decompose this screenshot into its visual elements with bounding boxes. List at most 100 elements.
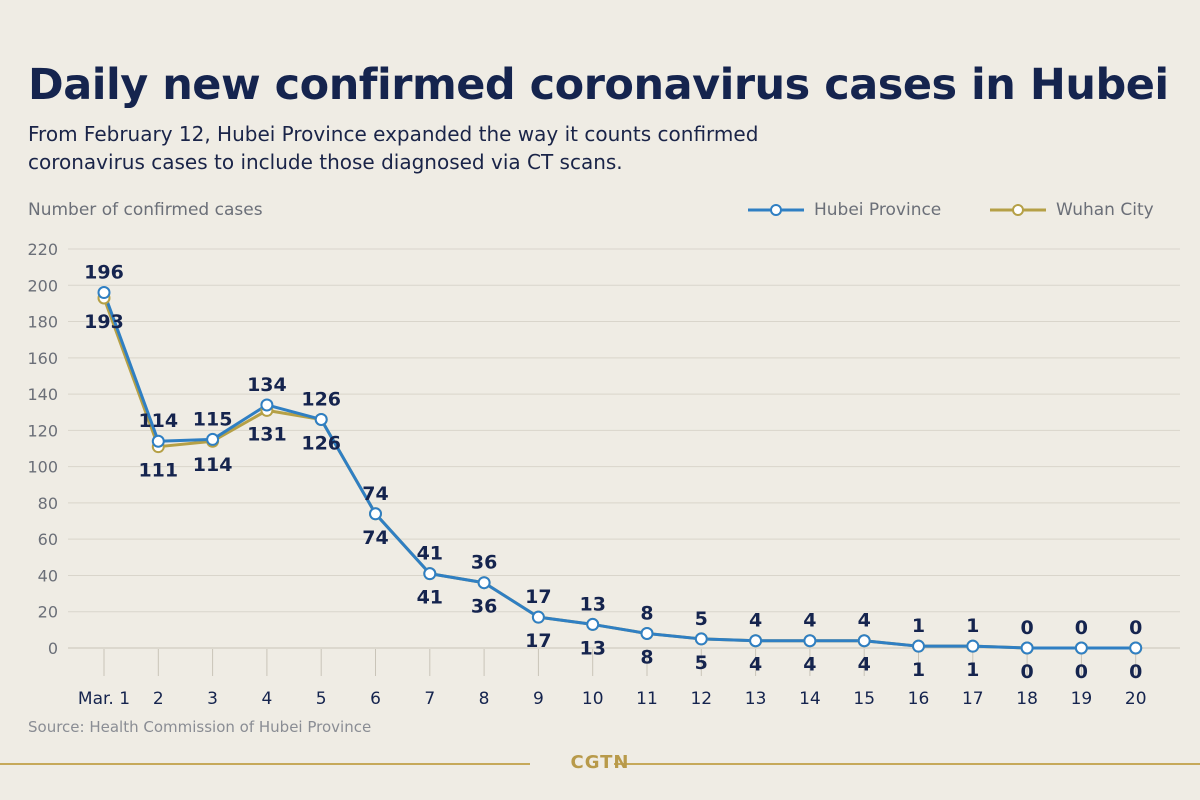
chart-subtitle: From February 12, Hubei Province expande… xyxy=(28,120,928,176)
hubei-data-label: 115 xyxy=(193,408,233,430)
x-tick-label: 14 xyxy=(799,689,821,709)
hubei-line xyxy=(102,292,1136,650)
hubei-point xyxy=(1020,641,1034,655)
hubei-point xyxy=(206,432,220,446)
hubei-point xyxy=(640,626,654,640)
hubei-point xyxy=(803,634,817,648)
y-tick-label: 40 xyxy=(38,566,58,585)
hubei-point xyxy=(749,634,763,648)
hubei-point xyxy=(423,567,437,581)
wuhan-data-label: 0 xyxy=(1129,661,1142,683)
hubei-data-label: 0 xyxy=(1129,617,1142,639)
wuhan-data-label: 17 xyxy=(525,630,551,652)
wuhan-line xyxy=(102,297,1136,650)
x-tick-label: 7 xyxy=(424,689,435,709)
y-tick-label: 0 xyxy=(48,639,58,658)
y-tick-label: 220 xyxy=(27,240,58,259)
hubei-data-label: 17 xyxy=(525,586,551,608)
wuhan-data-label: 36 xyxy=(471,596,497,618)
wuhan-data-label: 4 xyxy=(749,654,762,676)
hubei-data-label: 1 xyxy=(912,615,925,637)
x-tick-label: 12 xyxy=(690,689,712,709)
hubei-data-label: 36 xyxy=(471,552,497,574)
wuhan-data-label: 13 xyxy=(579,637,605,659)
wuhan-data-label: 193 xyxy=(84,311,124,333)
series-lines xyxy=(102,292,1136,650)
wuhan-data-label: 4 xyxy=(803,654,816,676)
x-tick-label: 9 xyxy=(533,689,544,709)
brand-rule-left xyxy=(0,763,530,765)
hubei-data-label: 0 xyxy=(1075,617,1088,639)
wuhan-data-label: 1 xyxy=(966,659,979,681)
hubei-data-label: 5 xyxy=(695,608,708,630)
wuhan-data-label: 111 xyxy=(138,460,178,482)
x-tick-labels: Mar. 1 2 3 4 5 6 7 8 9 10 11 12 13 14 15 16 17 18 19 20 xyxy=(78,689,1147,709)
x-tick-label: 5 xyxy=(316,689,327,709)
legend-item-hubei: Hubei Province xyxy=(748,200,941,220)
hubei-point xyxy=(531,610,545,624)
hubei-point xyxy=(369,507,382,521)
series-points xyxy=(97,286,1143,655)
hubei-data-label: 4 xyxy=(858,610,871,632)
hubei-point xyxy=(97,286,111,300)
wuhan-data-label: 126 xyxy=(301,432,341,454)
hubei-point xyxy=(912,639,925,653)
legend-item-wuhan: Wuhan City xyxy=(990,200,1154,220)
hubei-point xyxy=(586,617,600,631)
subtitle-line-1: From February 12, Hubei Province expande… xyxy=(28,122,759,146)
x-tick-label: 3 xyxy=(207,689,218,709)
wuhan-data-label: 0 xyxy=(1075,661,1088,683)
legend-wuhan-label: Wuhan City xyxy=(1056,200,1154,220)
y-tick-labels: 0 20 40 60 80 100 120 140 160 180 200 220 xyxy=(27,240,58,658)
y-tick-label: 20 xyxy=(38,603,58,622)
y-tick-label: 120 xyxy=(27,421,58,440)
hubei-data-label: 8 xyxy=(640,602,653,624)
x-tick-label: 11 xyxy=(636,689,658,709)
x-tick-label: 18 xyxy=(1016,689,1038,709)
y-tick-label: 160 xyxy=(27,349,58,368)
brand-logo: CGTN xyxy=(570,752,630,773)
hubei-point xyxy=(477,576,491,590)
y-tick-label: 100 xyxy=(27,458,58,477)
y-tick-label: 140 xyxy=(27,385,58,404)
wuhan-data-label: 0 xyxy=(1020,661,1033,683)
legend-wuhan-swatch xyxy=(990,204,1046,216)
hubei-point xyxy=(260,398,274,412)
grid-lines xyxy=(68,248,1180,676)
hubei-point xyxy=(966,639,980,653)
x-tick-label: Mar. 1 xyxy=(78,689,130,709)
x-tick-label: 17 xyxy=(962,689,984,709)
hubei-data-label: 0 xyxy=(1020,617,1033,639)
x-tick-label: 2 xyxy=(153,689,164,709)
x-tick-label: 15 xyxy=(853,689,875,709)
hubei-data-label: 134 xyxy=(247,374,287,396)
y-tick-label: 80 xyxy=(38,494,58,513)
x-tick-label: 6 xyxy=(370,689,381,709)
hubei-point xyxy=(694,632,708,646)
hubei-point xyxy=(857,634,871,648)
brand-rule-right xyxy=(614,763,1200,765)
hubei-data-label: 41 xyxy=(417,543,443,565)
y-tick-label: 200 xyxy=(27,276,58,295)
hubei-point xyxy=(314,412,328,426)
hubei-data-label: 114 xyxy=(138,410,178,432)
x-tick-label: 16 xyxy=(908,689,930,709)
x-tick-label: 20 xyxy=(1125,689,1147,709)
x-tick-label: 13 xyxy=(745,689,767,709)
legend-hubei-label: Hubei Province xyxy=(814,200,942,220)
hubei-data-label: 13 xyxy=(579,593,605,615)
wuhan-data-label: 5 xyxy=(695,652,708,674)
wuhan-data-label: 74 xyxy=(362,527,388,549)
hubei-data-label: 74 xyxy=(362,483,388,505)
hubei-data-label: 126 xyxy=(301,388,341,410)
wuhan-data-label: 1 xyxy=(912,659,925,681)
hubei-point xyxy=(151,434,165,448)
hubei-data-label: 1 xyxy=(966,615,979,637)
y-tick-label: 180 xyxy=(27,313,58,332)
wuhan-data-label: 114 xyxy=(193,454,233,476)
x-tick-label: 8 xyxy=(479,689,490,709)
y-tick-label: 60 xyxy=(38,530,58,549)
hubei-point xyxy=(1074,641,1088,655)
